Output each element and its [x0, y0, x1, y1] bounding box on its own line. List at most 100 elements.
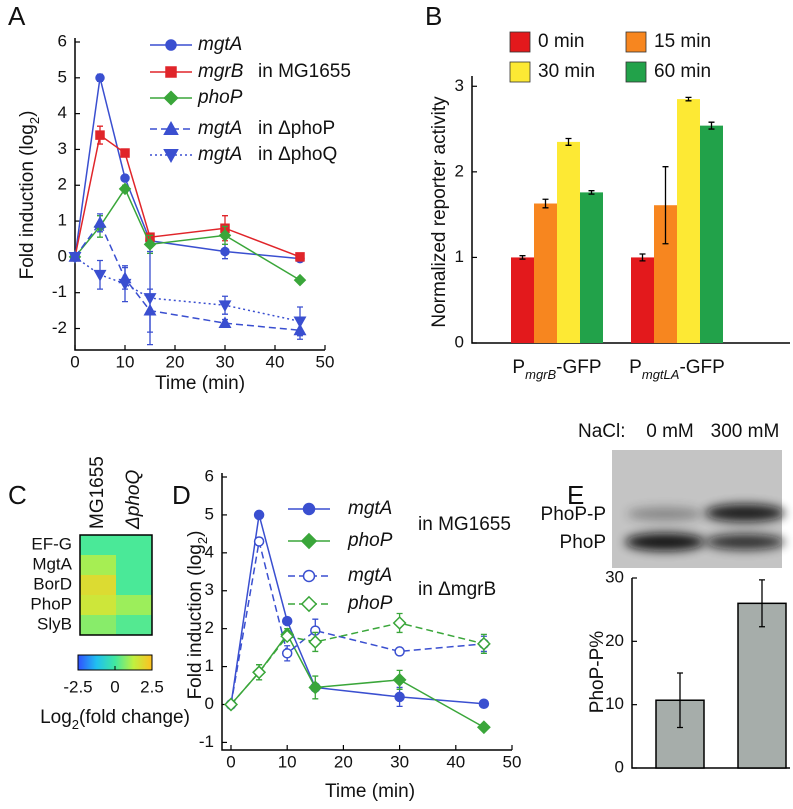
series-line — [230, 632, 485, 728]
y-tick-label: 0 — [58, 246, 67, 265]
annotation: in ΔphoP — [258, 118, 335, 139]
legend-marker — [163, 90, 179, 106]
heatmap-cell — [80, 595, 116, 615]
colorbar-tick-label: -2.5 — [63, 677, 92, 696]
legend-label: phoP — [197, 87, 243, 108]
data-point — [293, 316, 307, 329]
bar — [557, 141, 580, 343]
y-tick-label: 2 — [205, 618, 214, 637]
legend-marker — [302, 569, 316, 583]
data-point — [281, 615, 293, 627]
data-point — [293, 273, 307, 287]
colorbar-tick-label: 0 — [110, 677, 119, 696]
band-label: PhoP-P — [541, 504, 606, 525]
legend-swatch — [509, 61, 531, 83]
data-point — [95, 73, 105, 83]
western-blot — [612, 450, 785, 568]
data-point — [118, 182, 132, 196]
blot-label: NaCl: — [578, 421, 626, 442]
x-tick-label: 40 — [446, 752, 465, 771]
legend-marker — [300, 595, 318, 613]
bar — [511, 257, 534, 343]
panel-letter: D — [172, 480, 191, 510]
y-tick-label: -1 — [199, 732, 214, 751]
x-tick-label-part: -GFP — [556, 357, 601, 378]
y-tick-label: 1 — [205, 656, 214, 675]
data-point — [476, 636, 491, 651]
data-point — [253, 536, 265, 547]
legend-label: mgtA — [198, 118, 242, 139]
y-tick-label: 20 — [605, 631, 624, 650]
blot-band — [705, 534, 785, 550]
band-label: PhoP — [560, 532, 606, 553]
row-label: BorD — [33, 574, 72, 593]
legend-label: 15 min — [654, 31, 711, 52]
x-tick-label: 0 — [70, 352, 79, 371]
legend-swatch — [509, 31, 531, 53]
heatmap-cell — [80, 575, 116, 595]
row-label: MgtA — [32, 554, 72, 573]
y-axis-label-part: 2 — [27, 117, 42, 124]
data-point — [224, 697, 238, 712]
y-tick-label: 30 — [605, 567, 624, 586]
y-tick-label: 4 — [205, 542, 214, 561]
data-point — [280, 629, 295, 644]
data-point — [143, 238, 157, 251]
data-point — [143, 293, 157, 305]
heatmap-cell — [116, 535, 152, 555]
data-point — [93, 269, 107, 282]
data-point — [476, 720, 491, 735]
y-axis-label: Fold induction (log2) — [17, 111, 42, 280]
bar — [580, 192, 603, 343]
legend-marker — [302, 502, 316, 516]
heatmap-frame — [79, 534, 153, 636]
heatmap-cell — [80, 535, 116, 555]
legend-label: mgtA — [198, 144, 242, 165]
panel-letter: C — [8, 480, 27, 510]
x-tick-label: 10 — [116, 352, 135, 371]
heatmap-cell — [116, 615, 152, 635]
y-tick-label: 3 — [58, 139, 67, 158]
x-tick-label: 10 — [278, 752, 297, 771]
colorbar-label: Log2(fold change) — [40, 707, 190, 732]
column-label: MG1655 — [87, 456, 108, 529]
x-tick-label: PmgrB-GFP — [512, 357, 601, 382]
legend-marker — [300, 532, 318, 550]
x-tick-label-part: P — [512, 357, 525, 378]
x-tick-label: PmgtLA-GFP — [629, 357, 725, 382]
legend-label: 30 min — [538, 61, 595, 82]
y-tick-label: 6 — [58, 31, 67, 50]
data-point — [218, 229, 232, 242]
lane-label: 300 mM — [711, 421, 780, 442]
x-tick-label: 30 — [390, 752, 409, 771]
y-tick-label: -2 — [52, 318, 67, 337]
y-tick-label: 3 — [455, 76, 464, 95]
series-line — [74, 187, 301, 281]
data-point — [281, 648, 293, 659]
x-axis-label: Time (min) — [325, 781, 415, 802]
bar — [737, 602, 787, 769]
x-tick-label: 30 — [216, 352, 235, 371]
data-point — [392, 616, 407, 630]
legend-marker — [163, 120, 179, 135]
data-point — [95, 130, 105, 140]
y-axis-label-part: 2 — [195, 537, 210, 544]
blot-band — [705, 504, 785, 522]
y-tick-label: 0 — [615, 757, 624, 776]
legend-label: mgtA — [348, 565, 392, 586]
blot-band — [627, 507, 703, 521]
error-bar — [519, 255, 526, 260]
data-point — [394, 691, 405, 703]
annotation: in ΔphoQ — [258, 144, 337, 165]
data-point — [68, 251, 82, 264]
y-tick-label: 2 — [58, 175, 67, 194]
heatmap-cell — [116, 575, 152, 595]
row-label: SlyB — [37, 614, 72, 633]
error-bar — [677, 672, 683, 729]
legend-marker — [165, 39, 177, 51]
error-bar — [685, 96, 692, 102]
column-label: ΔphoQ — [123, 470, 144, 530]
error-bar — [542, 198, 549, 209]
